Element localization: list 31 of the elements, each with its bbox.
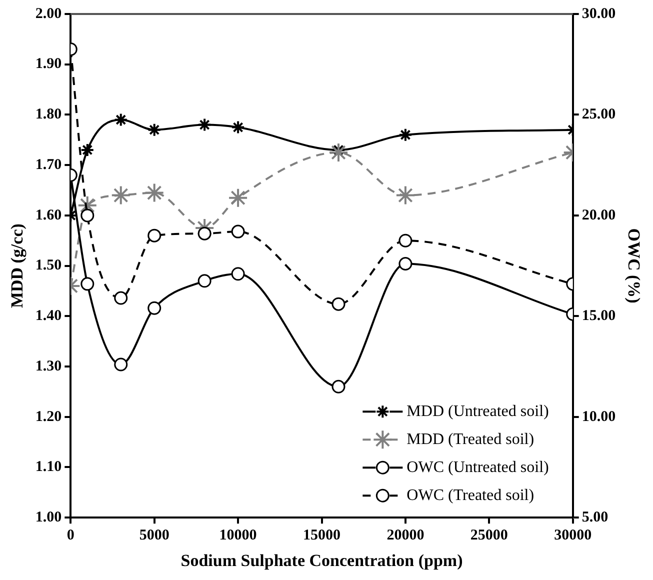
y-tick-label: 1.50 (35, 258, 62, 274)
legend-label: OWC (Untreated soil) (406, 458, 549, 476)
y-tick-label: 1.70 (35, 156, 62, 173)
x-tick-label: 0 (66, 527, 74, 544)
y-tick-label: 1.20 (35, 408, 62, 425)
y-tick-label: 1.80 (35, 106, 62, 123)
y-tick-label: 1.10 (35, 459, 62, 476)
y2-tick-label: 20.00 (582, 207, 616, 224)
y2-tick-label: 5.00 (582, 509, 608, 526)
y2-tick-label: 15.00 (582, 308, 616, 324)
x-tick-label: 25000 (470, 527, 508, 544)
legend-label: MDD (Untreated soil) (406, 402, 549, 420)
y2-axis-title: OWC (%) (624, 228, 644, 304)
y-tick-label: 1.90 (35, 56, 62, 72)
y-tick-label: 1.40 (35, 308, 62, 324)
y-tick-label: 1.60 (35, 207, 62, 224)
y2-tick-label: 25.00 (582, 106, 616, 123)
x-tick-label: 15000 (303, 527, 340, 544)
y-tick-label: 2.00 (35, 6, 62, 22)
y2-tick-label: 10.00 (582, 408, 616, 425)
y2-tick-label: 30.00 (582, 6, 616, 22)
y-axis-title: MDD (g/cc) (8, 224, 27, 308)
x-tick-label: 20000 (386, 527, 424, 544)
x-axis-title: Sodium Sulphate Concentration (ppm) (180, 551, 463, 570)
x-tick-label: 30000 (554, 527, 592, 544)
y-tick-label: 1.00 (35, 509, 62, 526)
legend-label: OWC (Treated soil) (406, 486, 534, 504)
legend-label: MDD (Treated soil) (406, 430, 534, 448)
x-tick-label: 10000 (219, 527, 257, 544)
y-tick-label: 1.30 (35, 358, 62, 374)
x-tick-label: 5000 (139, 527, 170, 544)
